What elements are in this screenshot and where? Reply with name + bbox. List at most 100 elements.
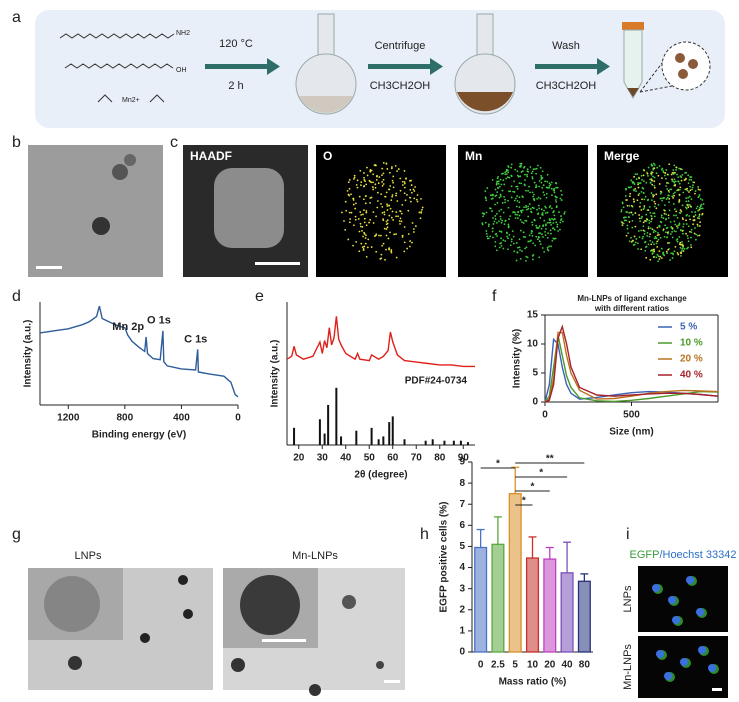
map-dot (643, 198, 646, 201)
map-dot (529, 166, 532, 168)
map-dot (551, 239, 554, 242)
map-dot (412, 228, 415, 230)
map-label: Mn (465, 149, 482, 163)
map-dot (504, 173, 507, 176)
map-dot (558, 211, 560, 213)
map-dot (667, 194, 670, 197)
map-dot (344, 200, 347, 203)
map-dot (559, 221, 562, 224)
panel-label: i (626, 526, 630, 543)
map-dot (365, 211, 368, 214)
map-dot (518, 201, 521, 204)
legend-label: 5 % (680, 322, 697, 333)
map-dot (531, 223, 534, 226)
map-dot (687, 206, 690, 209)
map-dot (646, 234, 649, 237)
map-dot (546, 236, 549, 239)
map-dot (665, 231, 667, 234)
map-dot (536, 208, 538, 211)
map-dot (540, 208, 543, 211)
map-dot (676, 238, 679, 241)
map-dot (517, 217, 519, 220)
map-dot (493, 220, 496, 223)
map-dot (346, 190, 349, 192)
map-dot (685, 207, 688, 210)
map-dot (524, 179, 526, 181)
bar (577, 580, 591, 653)
map-dot (353, 174, 356, 177)
flask (295, 13, 357, 115)
map-dot (416, 194, 419, 196)
map-dot (535, 235, 538, 238)
y-tick-label: 5 (459, 541, 465, 552)
map-dot (504, 171, 506, 174)
map-dot (657, 203, 660, 206)
map-dot (700, 203, 703, 206)
map-dot (653, 229, 656, 232)
map-dot (539, 166, 542, 169)
map-dot (653, 194, 655, 197)
flask (454, 13, 516, 115)
map-dot (531, 230, 534, 233)
map-dot (382, 161, 385, 164)
map-dot (559, 228, 561, 231)
y-tick-label: 3 (459, 583, 465, 594)
map-dot (530, 172, 533, 175)
flask-neck (476, 13, 494, 57)
map-dot (553, 191, 556, 194)
map-dot (662, 170, 665, 172)
panel-label: h (420, 526, 429, 543)
row-label: LNPs (622, 585, 634, 612)
map-dot (625, 199, 628, 201)
map-dot (496, 191, 499, 194)
map-dot (642, 235, 644, 238)
map-dot (661, 177, 663, 180)
map-dot (363, 176, 365, 179)
map-dot (360, 184, 362, 187)
arrow-head (597, 58, 610, 75)
map-dot (544, 212, 547, 214)
map-dot (701, 207, 704, 210)
map-dot (653, 186, 656, 189)
map-dot (537, 212, 540, 215)
map-dot (362, 247, 365, 250)
map-dot (400, 220, 403, 223)
significance-label: * (539, 468, 543, 479)
map-dot (661, 167, 664, 170)
particle (376, 661, 384, 669)
map-dot (632, 239, 634, 242)
map-dot (533, 199, 536, 202)
map-dot (531, 176, 534, 178)
map-dot (498, 230, 501, 233)
map-dot (626, 204, 629, 207)
map-dot (385, 248, 387, 251)
map-dot (535, 184, 538, 187)
map-dot (687, 196, 690, 199)
map-dot (640, 190, 643, 193)
map-dot (497, 175, 500, 178)
map-dot (518, 246, 521, 249)
map-dot (669, 259, 671, 262)
map-dot (421, 208, 423, 211)
map-dot (409, 240, 412, 242)
chart-title: with different ratios (594, 304, 670, 313)
map-dot (658, 258, 661, 260)
map-dot (503, 183, 506, 186)
map-dot (383, 213, 386, 216)
map-dot (532, 168, 535, 171)
map-dot (525, 189, 527, 192)
map-dot (643, 207, 646, 209)
cell-nucleus (708, 664, 716, 672)
map-dot (660, 257, 663, 259)
map-dot (663, 235, 666, 238)
map-dot (531, 177, 534, 180)
map-dot (522, 222, 525, 224)
map-dot (649, 211, 652, 214)
map-dot (365, 224, 368, 227)
map-dot (385, 191, 388, 194)
map-dot (647, 243, 650, 246)
map-dot (689, 230, 691, 233)
map-dot (550, 207, 553, 210)
map-dot (666, 182, 668, 184)
map-dot (524, 184, 526, 187)
